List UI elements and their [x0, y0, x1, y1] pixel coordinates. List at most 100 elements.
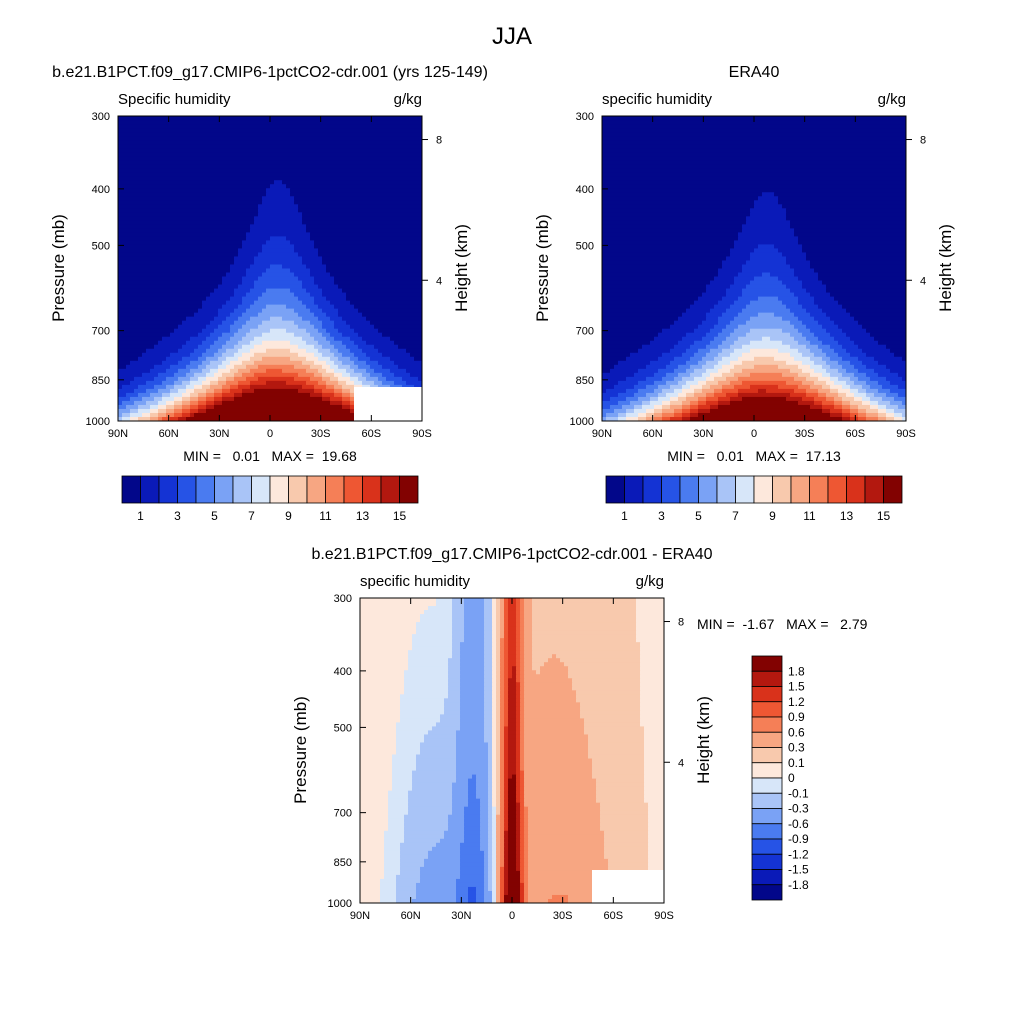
panel-model-contour-cell [162, 396, 175, 402]
panel-diff-contour-cell [404, 822, 449, 828]
panel-diff-contour-cell [648, 806, 664, 812]
panel-diff-contour-cell [504, 778, 509, 784]
panel-model-contour-cell [294, 332, 311, 338]
panel-diff-contour-cell [512, 670, 517, 675]
panel-obs-contour-cell [786, 256, 807, 262]
panel-diff-contour-cell [444, 834, 465, 840]
panel-model-contour-cell [314, 352, 323, 358]
panel-obs-contour-cell [822, 340, 839, 346]
panel-obs-contour-cell [726, 392, 739, 398]
panel-model-contour-cell [322, 388, 335, 394]
panel-diff-contour-cell [516, 778, 521, 784]
panel-model-contour-cell [238, 316, 251, 322]
panel-diff-contour-cell [508, 706, 517, 711]
panel-diff-contour-cell [532, 654, 553, 659]
panel-diff-contour-cell [460, 858, 485, 864]
panel-diff-contour-cell [568, 898, 613, 903]
panel-model-contour-cell [202, 380, 211, 386]
panel-obs-contour-cell [758, 244, 775, 250]
panel-diff-contour-cell [492, 798, 497, 804]
panel-obs-contour-cell [718, 352, 731, 358]
panel-diff-contour-cell [484, 662, 493, 667]
panel-diff-contour-cell [500, 726, 505, 732]
panel-diff-contour-cell [360, 814, 389, 820]
panel-diff-contour-cell [500, 786, 505, 792]
panel-obs-contour-cell [602, 300, 695, 306]
panel-obs-contour-cell [798, 384, 811, 390]
panel-diff-contour-cell [508, 646, 517, 651]
panel-obs-contour-cell [702, 356, 715, 362]
panel-diff-contour-cell [484, 682, 493, 687]
panel-obs-contour-cell [662, 416, 671, 421]
panel-diff-contour-cell [520, 774, 525, 780]
panel-obs-contour-cell [870, 404, 879, 410]
panel-diff-contour-cell [360, 670, 405, 675]
panel-obs-contour-cell [894, 408, 906, 414]
panel-diff-contour-cell [580, 702, 641, 707]
panel-model-contour-cell [282, 368, 307, 374]
panel-diff-contour-cell [504, 774, 509, 780]
panel-diff-contour-cell [448, 658, 461, 663]
panel-obs-contour-cell [602, 220, 747, 225]
panel-model-contour-cell [290, 288, 307, 294]
panel-obs-contour-cell [650, 360, 671, 366]
panel-obs-contour-cell [718, 316, 735, 322]
panel-diff-contour-cell [404, 682, 449, 687]
panel-model-contour-cell [250, 228, 307, 233]
panel-obs-contour-cell [690, 356, 703, 362]
panel-obs-contour-cell [678, 316, 707, 322]
panel-obs-contour-cell [746, 320, 791, 326]
panel-diff-contour-cell [492, 690, 497, 695]
panel-obs-contour-cell [726, 324, 739, 330]
panel-diff-contour-cell [476, 890, 485, 896]
panel-diff-contour-cell [464, 606, 485, 611]
panel-model-contour-cell [382, 332, 422, 338]
panel-model-contour-cell [330, 396, 343, 402]
panel-obs-contour-cell [642, 404, 655, 410]
panel-diff-contour-cell [500, 774, 505, 780]
panel-obs-contour-cell [794, 388, 807, 394]
panel-model-contour-cell [298, 276, 315, 282]
panel-diff-xtick-label: 30N [451, 910, 471, 922]
panel-diff-contour-cell [516, 718, 521, 723]
panel-diff-contour-cell [496, 758, 501, 764]
panel-obs-contour-cell [602, 368, 611, 374]
panel-model-contour-cell [118, 172, 422, 177]
panel-obs-contour-cell [882, 384, 899, 390]
panel-diff-contour-cell [508, 722, 517, 728]
panel-obs-contour-cell [734, 372, 751, 378]
panel-diff-contour-cell [360, 786, 393, 792]
panel-diff-contour-cell [360, 862, 385, 868]
panel-obs-contour-cell [826, 312, 851, 318]
panel-model-contour-cell [370, 356, 391, 362]
panel-diff-contour-cell [496, 622, 501, 627]
panel-diff-contour-cell [524, 898, 529, 903]
panel-diff-contour-cell [396, 894, 417, 900]
panel-diff-contour-cell [648, 814, 664, 820]
panel-diff-contour-cell [464, 602, 485, 607]
panel-model-xtick-label: 90S [412, 428, 432, 440]
panel-obs-contour-cell [718, 300, 735, 306]
panel-obs-contour-cell [746, 260, 787, 266]
panel-diff-contour-cell [508, 622, 517, 627]
panel-obs-contour-cell [674, 320, 703, 326]
panel-diff-contour-cell [360, 782, 393, 788]
panel-obs-contour-cell [738, 388, 759, 394]
panel-diff-contour-cell [392, 786, 413, 792]
panel-diff-contour-cell [408, 810, 453, 816]
panel-diff-contour-cell [384, 842, 401, 848]
panel-diff-contour-cell [644, 782, 664, 788]
panel-obs-contour-cell [714, 336, 727, 342]
panel-diff-contour-cell [580, 706, 641, 711]
panel-model-contour-cell [130, 360, 163, 366]
panel-diff-contour-cell [360, 822, 389, 828]
panel-obs-contour-cell [734, 300, 751, 306]
panel-model-contour-cell [318, 348, 331, 354]
panel-obs-contour-cell [754, 356, 775, 362]
panel-obs-contour-cell [646, 412, 655, 418]
panel-diff-contour-cell [500, 822, 505, 828]
panel-diff-contour-cell [516, 818, 521, 824]
panel-model-contour-cell [118, 208, 259, 213]
panel-diff-contour-cell [496, 630, 501, 635]
